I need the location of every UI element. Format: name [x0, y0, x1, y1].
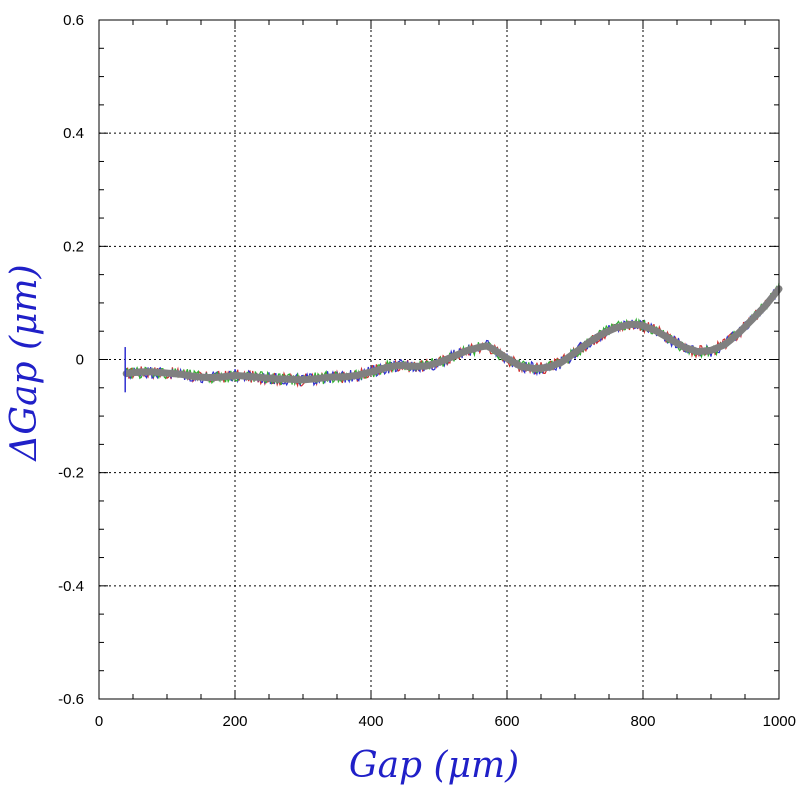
series-layer — [122, 282, 783, 393]
x-tick-label: 800 — [630, 713, 655, 730]
y-tick-label: 0 — [76, 352, 84, 369]
y-tick-label: -0.4 — [58, 578, 84, 595]
plot-frame — [98, 19, 780, 700]
y-tick-label: -0.2 — [58, 465, 84, 482]
y-axis-title: ΔGap (μm) — [4, 264, 45, 462]
x-tick-label: 0 — [95, 713, 103, 730]
y-tick-labels: -0.6 -0.4 -0.2 0 0.2 0.4 0.6 — [58, 12, 84, 708]
x-tick-label: 600 — [494, 713, 519, 730]
x-tick-label: 200 — [222, 713, 247, 730]
x-tick-label: 1000 — [763, 713, 796, 730]
x-tick-labels: 0 200 400 600 800 1000 — [95, 713, 796, 730]
series-line-texture — [125, 286, 780, 385]
y-tick-label: 0.4 — [63, 125, 84, 142]
x-tick-label: 400 — [358, 713, 383, 730]
y-tick-label: 0.6 — [63, 12, 84, 29]
y-tick-label: -0.6 — [58, 691, 84, 708]
grid — [99, 20, 779, 699]
y-tick-label: 0.2 — [63, 238, 84, 255]
x-axis-title: Gap (μm) — [349, 745, 519, 786]
